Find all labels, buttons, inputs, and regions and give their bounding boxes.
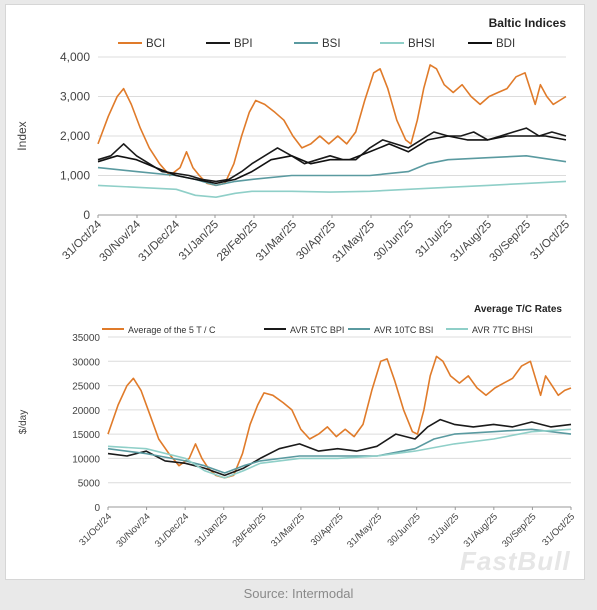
chart-card: Baltic Indices 0 1,000 2,000 3,000 4,000 31/Oc…	[5, 4, 585, 580]
source-caption: Source: Intermodal	[243, 586, 354, 601]
series-line-bci	[97, 64, 567, 187]
y-tick-label: 3,000	[60, 90, 90, 104]
y-tick-label: 25000	[72, 382, 100, 393]
y-axis-label: Index	[15, 121, 29, 150]
x-tick-label: 31/Jul/25	[426, 511, 461, 546]
x-tick-label: 31/Dec/24	[153, 511, 191, 549]
x-tick-label: 31/May/25	[331, 219, 377, 265]
x-tick-label: 31/Aug/25	[449, 219, 495, 265]
x-tick-label: 28/Feb/25	[215, 219, 260, 264]
y-tick-label: 0	[83, 208, 90, 222]
y-tick-label: 20000	[72, 406, 100, 417]
x-tick-label: 30/Sep/25	[500, 511, 538, 549]
y-tick-label: 4,000	[60, 50, 90, 64]
y-tick-label: 30000	[72, 357, 100, 368]
legend-label-avr-7tc-bhsi: AVR 7TC BHSI	[472, 325, 533, 335]
x-tick-label: 31/May/25	[345, 511, 384, 550]
y-tick-label: 5000	[78, 479, 101, 490]
y-axis-label: $/day	[18, 410, 29, 434]
x-tick-label: 31/Jan/25	[177, 219, 221, 263]
y-tick-label: 1,000	[60, 169, 90, 183]
x-tick-label: 30/Nov/24	[114, 511, 152, 549]
legend-label-bhsi: BHSI	[408, 38, 435, 50]
y-tick-label: 15000	[72, 430, 100, 441]
y-tick-label: 10000	[72, 454, 100, 465]
y-tick-label: 0	[94, 503, 100, 514]
x-tick-label: 31/Jul/25	[414, 219, 455, 260]
series-line-avr-5tc-bpi	[107, 418, 572, 477]
chart-title: Average T/C Rates	[474, 304, 562, 315]
x-tick-label: 30/Jun/25	[385, 511, 422, 548]
x-tick-label: 30/Nov/24	[98, 218, 144, 264]
series-line-avr-10tc-bsi	[107, 428, 572, 474]
x-tick-label: 31/Mar/25	[269, 511, 307, 549]
x-tick-label: 30/Jun/25	[372, 219, 416, 263]
x-tick-label: 31/Oct/25	[540, 511, 577, 548]
series-line-average-of-the-5-t-c	[107, 355, 572, 479]
x-tick-label: 31/Oct/25	[528, 219, 572, 263]
legend-label-bsi: BSI	[322, 38, 341, 50]
legend-label-bpi: BPI	[234, 38, 253, 50]
y-tick-label: 35000	[72, 333, 100, 344]
x-tick-label: 31/Aug/25	[462, 511, 500, 549]
legend-label-avr-10tc-bsi: AVR 10TC BSI	[374, 325, 433, 335]
legend-label-avr-5tc-bpi: AVR 5TC BPI	[290, 325, 344, 335]
y-tick-label: 2,000	[60, 129, 90, 143]
x-tick-label: 28/Feb/25	[230, 511, 268, 549]
average-tc-rates-chart: Average T/C Rates 0 5000 10000 15000 20000 250…	[18, 304, 577, 550]
legend-label-bdi: BDI	[496, 38, 515, 50]
x-tick-label: 30/Sep/25	[488, 219, 534, 265]
x-tick-label: 31/Dec/24	[137, 218, 183, 264]
x-tick-label: 30/Apr/25	[309, 511, 346, 548]
x-tick-label: 31/Mar/25	[254, 219, 299, 264]
series-line-avr-7tc-bhsi	[107, 428, 572, 479]
x-tick-label: 31/Jan/25	[193, 511, 230, 548]
legend-label-average-of-the-5-t-c: Average of the 5 T / C	[128, 325, 216, 335]
baltic-indices-chart: Baltic Indices 0 1,000 2,000 3,000 4,000 31/Oc…	[15, 16, 572, 265]
chart-title: Baltic Indices	[489, 16, 567, 30]
legend-label-bci: BCI	[146, 38, 165, 50]
series-line-bdi	[97, 135, 567, 185]
x-tick-label: 31/Oct/24	[77, 511, 114, 548]
watermark-logo: FastBull	[460, 546, 571, 576]
series-line-bhsi	[97, 180, 567, 198]
